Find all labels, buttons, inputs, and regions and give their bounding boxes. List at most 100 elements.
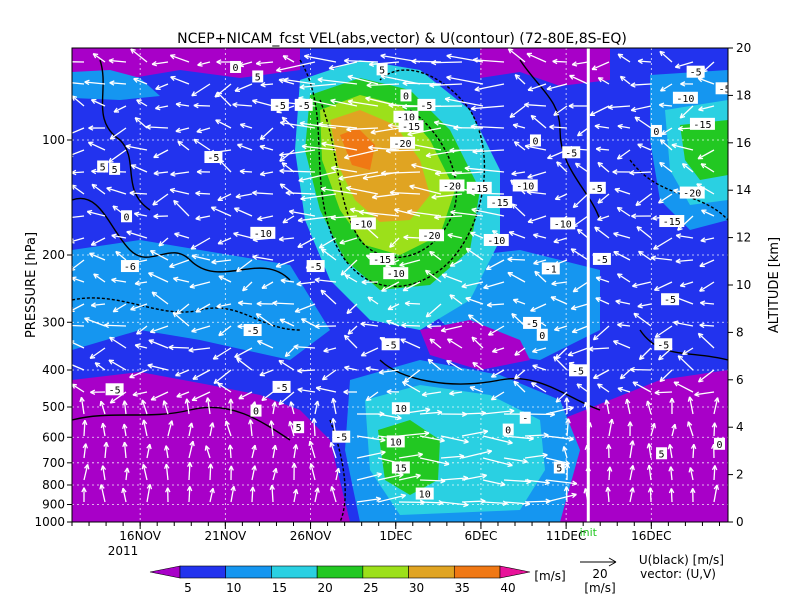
wind-vector <box>554 325 568 331</box>
wind-vector <box>425 303 442 318</box>
wind-vector <box>113 105 127 113</box>
wind-vector-head <box>449 294 455 300</box>
contour-label: -5 <box>207 153 219 164</box>
contour-label-bg <box>250 226 276 239</box>
wind-vector-head <box>170 171 176 177</box>
contour-label: 0 <box>532 136 538 147</box>
wind-vector-head <box>605 444 612 450</box>
contour-label-bg <box>536 328 548 341</box>
pressure-tick-label: 300 <box>42 315 65 329</box>
wind-vector-head <box>279 156 285 162</box>
wind-vector <box>234 347 253 358</box>
colorbar-swatch <box>453 565 501 579</box>
wind-vector <box>465 297 484 305</box>
wind-vector-head <box>153 213 159 220</box>
wind-vector <box>279 183 295 195</box>
wind-vector-head <box>232 102 238 108</box>
colorbar-tick-label: 25 <box>363 581 378 595</box>
wind-vector <box>660 83 673 92</box>
wind-vector-head <box>700 237 706 243</box>
wind-vector-head <box>84 79 90 86</box>
wind-vector <box>193 104 211 107</box>
wind-vector-head <box>511 170 517 177</box>
contour-label: 10 <box>395 404 407 415</box>
wind-vector-head <box>568 103 574 109</box>
contour-solid-1 <box>72 197 291 281</box>
wind-vector <box>524 434 549 437</box>
wind-vector <box>419 479 446 482</box>
wind-vector-head <box>482 429 489 435</box>
wind-vector <box>474 83 505 91</box>
contour-label-bg <box>523 316 542 329</box>
wind-vector <box>100 400 106 415</box>
wind-vector <box>257 215 274 221</box>
wind-vector <box>232 103 253 107</box>
wind-vector <box>698 369 715 383</box>
wind-vector <box>285 192 316 195</box>
wind-vector-head <box>453 125 459 131</box>
wind-vector-head <box>544 479 550 486</box>
wind-vector-head <box>679 282 686 288</box>
contour-label: - <box>522 414 528 425</box>
wind-vector-head <box>124 467 130 473</box>
wind-vector <box>553 356 568 371</box>
wind-vector-head <box>134 343 141 349</box>
wind-vector <box>314 400 319 415</box>
contour-label: 5 <box>112 165 118 176</box>
wind-vector-head <box>429 250 435 257</box>
colorbar-swatch <box>408 565 455 579</box>
wind-vector <box>100 484 106 503</box>
wind-vector-head <box>645 400 652 407</box>
wind-vector <box>629 440 634 459</box>
wind-vector-head <box>343 154 350 160</box>
wind-vector <box>700 302 715 305</box>
wind-vector <box>111 278 127 283</box>
contour-label: -5 <box>565 148 577 159</box>
contour-label-bg <box>306 260 325 273</box>
wind-vector <box>572 215 589 228</box>
wind-vector <box>626 398 631 415</box>
wind-vector <box>511 203 526 217</box>
wind-vector <box>675 61 694 68</box>
colorbar-low-triangle <box>149 565 181 579</box>
wind-vector-head <box>368 145 374 151</box>
wind-vector <box>425 269 442 283</box>
wind-vector-head <box>437 409 443 416</box>
wind-vector-head <box>433 120 440 126</box>
wind-vector <box>431 193 463 199</box>
wind-vector-head <box>283 77 289 83</box>
wind-vector-head <box>491 347 498 354</box>
date-tick-label: 16DEC <box>631 529 671 543</box>
wind-vector-head <box>532 233 539 239</box>
wind-vector-head <box>126 230 132 236</box>
wind-vector <box>148 272 169 283</box>
wind-vector-head <box>94 362 101 368</box>
contour-label: 0 <box>505 426 511 437</box>
contour-label-bg <box>512 179 538 192</box>
wind-vector-head <box>249 486 256 492</box>
wind-vector-head <box>230 485 236 492</box>
altitude-tick-label: 10 <box>736 278 751 292</box>
contour-label: -20 <box>394 139 412 150</box>
pressure-tick-label: 700 <box>42 456 65 470</box>
wind-vector <box>403 236 421 239</box>
wind-vector-head <box>490 395 497 401</box>
wind-vector-head <box>673 320 679 326</box>
contour-label-bg <box>386 435 405 448</box>
wind-vector <box>366 83 400 87</box>
wind-vector-head <box>615 299 621 305</box>
contour-label-bg <box>650 124 662 137</box>
wind-vector <box>72 171 85 174</box>
wind-vector-head <box>158 241 164 247</box>
altitude-tick-label: 8 <box>736 325 744 339</box>
wind-vector <box>492 347 505 353</box>
wind-vector <box>566 418 570 437</box>
u-contours <box>72 59 728 522</box>
wind-vector-head <box>293 344 299 350</box>
wind-vector <box>238 391 253 400</box>
wind-vector <box>299 122 337 129</box>
wind-vector <box>242 281 253 292</box>
wind-vector-head <box>269 484 275 491</box>
wind-vector-head <box>411 58 417 65</box>
wind-vector-head <box>616 206 623 213</box>
